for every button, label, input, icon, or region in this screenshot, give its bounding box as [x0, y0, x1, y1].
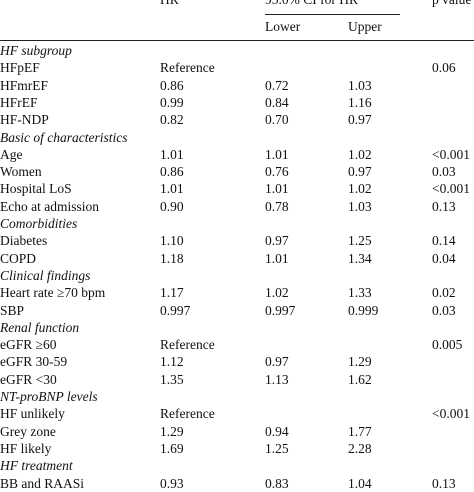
header-p: p value — [432, 0, 471, 8]
hr-cell: Reference — [160, 60, 215, 76]
lower-cell: 1.01 — [265, 146, 289, 162]
upper-cell: 1.02 — [348, 146, 372, 162]
row-label: Heart rate ≥70 bpm — [0, 285, 106, 301]
row-label: BB and RAASi — [0, 475, 85, 491]
upper-cell: 1.25 — [348, 233, 372, 249]
p-cell: <0.001 — [432, 406, 470, 422]
hr-cell: 0.82 — [160, 112, 184, 128]
p-cell: 0.02 — [432, 285, 456, 301]
section-title: Clinical findings — [0, 267, 91, 283]
row-label: HFpEF — [0, 60, 40, 76]
upper-cell: 0.97 — [348, 164, 372, 180]
row-label: Echo at admission — [0, 198, 99, 214]
hr-cell: 1.18 — [160, 250, 184, 266]
lower-cell: 0.83 — [265, 475, 289, 491]
hr-cell: 1.12 — [160, 354, 184, 370]
p-cell: 0.13 — [432, 475, 456, 491]
upper-cell: 1.03 — [348, 77, 372, 93]
lower-cell: 0.72 — [265, 77, 289, 93]
hr-cell: 0.93 — [160, 475, 184, 491]
row-label: Hospital LoS — [0, 181, 72, 197]
hr-cell: 1.69 — [160, 440, 184, 456]
header-hr: HR — [160, 0, 179, 8]
row-label: HF unlikely — [0, 406, 65, 422]
lower-cell: 1.02 — [265, 285, 289, 301]
lower-cell: 0.97 — [265, 354, 289, 370]
upper-cell: 0.999 — [348, 302, 379, 318]
upper-cell: 0.97 — [348, 112, 372, 128]
p-cell: <0.001 — [432, 146, 470, 162]
p-cell: 0.04 — [432, 250, 456, 266]
hr-cell: 1.01 — [160, 181, 184, 197]
p-cell: 0.03 — [432, 164, 456, 180]
upper-cell: 1.33 — [348, 285, 372, 301]
lower-cell: 0.78 — [265, 198, 289, 214]
p-cell: 0.14 — [432, 233, 456, 249]
hr-cell: 0.86 — [160, 164, 184, 180]
hr-cell: 1.29 — [160, 423, 184, 439]
row-label: HFmrEF — [0, 77, 49, 93]
lower-cell: 0.97 — [265, 233, 289, 249]
header-lower: Lower — [265, 19, 301, 34]
header-upper: Upper — [348, 19, 382, 34]
lower-cell: 0.997 — [265, 302, 296, 318]
row-label: Diabetes — [0, 233, 48, 249]
section-title: HF subgroup — [0, 43, 72, 58]
row-label: HF likely — [0, 440, 52, 456]
upper-cell: 1.04 — [348, 475, 372, 491]
row-label: SBP — [0, 302, 25, 318]
row-label: eGFR 30-59 — [0, 354, 68, 370]
header-rule — [0, 40, 474, 41]
row-label: Women — [0, 164, 42, 180]
upper-cell: 1.02 — [348, 181, 372, 197]
row-label: HF-NDP — [0, 112, 49, 128]
lower-cell: 0.84 — [265, 94, 289, 110]
row-label: eGFR ≥60 — [0, 337, 57, 353]
lower-cell: 0.70 — [265, 112, 289, 128]
upper-cell: 1.29 — [348, 354, 372, 370]
section-title: Basic of characteristics — [0, 129, 128, 145]
upper-cell: 2.28 — [348, 440, 372, 456]
lower-cell: 1.13 — [265, 371, 289, 387]
header-ci: 95.0% CI for HR — [265, 0, 358, 8]
hr-cell: 0.90 — [160, 198, 184, 214]
p-cell: 0.03 — [432, 302, 456, 318]
hr-cell: 0.997 — [160, 302, 191, 318]
hr-cell: 1.17 — [160, 285, 184, 301]
ci-rule — [265, 14, 400, 15]
upper-cell: 1.62 — [348, 371, 372, 387]
hr-cell: Reference — [160, 406, 215, 422]
p-cell: 0.13 — [432, 198, 456, 214]
section-title: NT-proBNP levels — [0, 389, 98, 404]
row-label: COPD — [0, 250, 37, 266]
upper-cell: 1.34 — [348, 250, 372, 266]
p-cell: 0.005 — [432, 337, 463, 353]
hr-cell: 1.10 — [160, 233, 184, 249]
hr-cell: 0.99 — [160, 94, 184, 110]
hr-cell: 1.35 — [160, 371, 184, 387]
lower-cell: 1.01 — [265, 250, 289, 266]
lower-cell: 0.76 — [265, 164, 289, 180]
section-title: Renal function — [0, 319, 80, 335]
lower-cell: 1.01 — [265, 181, 289, 197]
row-label: HFrEF — [0, 94, 38, 110]
upper-cell: 1.03 — [348, 198, 372, 214]
lower-cell: 1.25 — [265, 440, 289, 456]
hr-cell: 0.86 — [160, 77, 184, 93]
hr-cell: Reference — [160, 337, 215, 353]
section-title: Comorbidities — [0, 216, 78, 231]
p-cell: 0.06 — [432, 60, 456, 76]
lower-cell: 0.94 — [265, 423, 289, 439]
row-label: Age — [0, 146, 23, 162]
upper-cell: 1.77 — [348, 423, 372, 439]
row-label: eGFR <30 — [0, 371, 57, 387]
hr-cell: 1.01 — [160, 146, 184, 162]
upper-cell: 1.16 — [348, 94, 372, 110]
p-cell: <0.001 — [432, 181, 470, 197]
row-label: Grey zone — [0, 423, 56, 439]
section-title: HF treatment — [0, 458, 73, 474]
